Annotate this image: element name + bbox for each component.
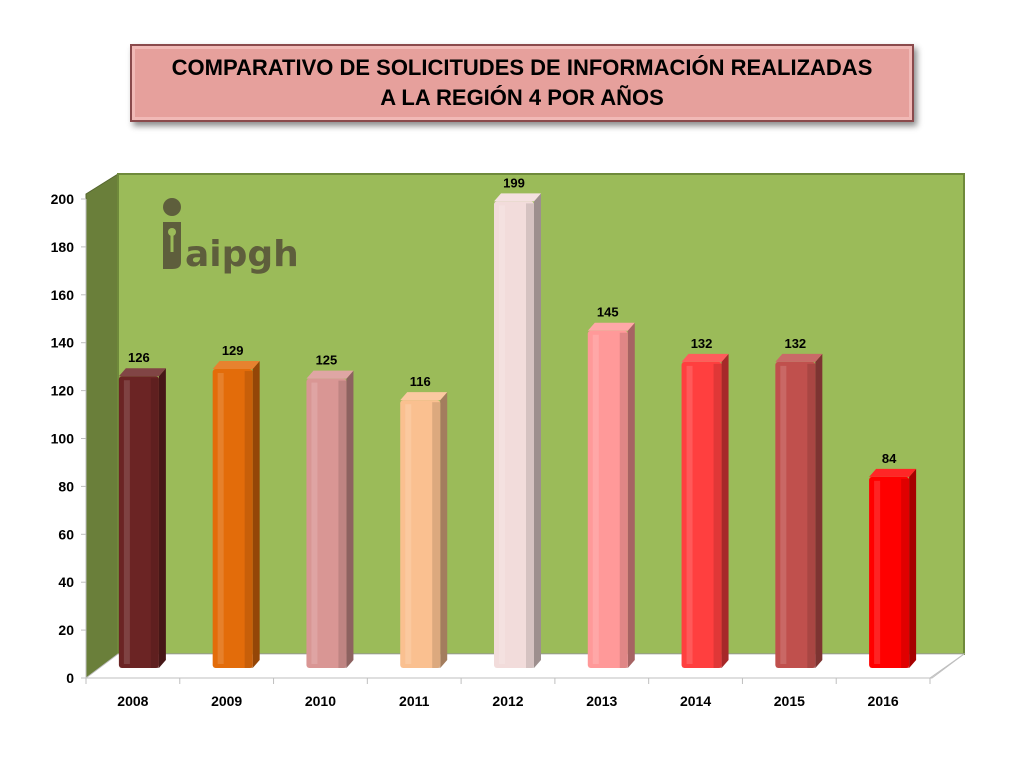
x-tick-label-2011: 2011 (399, 693, 430, 709)
bar-highlight (123, 380, 130, 664)
side-wall (85, 173, 119, 679)
y-tick-label: 40 (58, 574, 74, 590)
bar-highlight (874, 480, 881, 664)
bar-side (721, 353, 729, 668)
y-tick-label: 20 (58, 622, 74, 638)
chart-title-line-1: COMPARATIVO DE SOLICITUDES DE INFORMACIÓ… (171, 55, 873, 80)
bar-side (346, 370, 354, 668)
bar-top (400, 392, 448, 401)
x-tick-label-2009: 2009 (211, 693, 242, 709)
data-label-2010: 125 (316, 353, 338, 368)
bar-top (212, 361, 260, 370)
bar-side (815, 353, 823, 668)
logo-text: aipgh (185, 234, 299, 275)
x-tick-label-2016: 2016 (868, 693, 899, 709)
y-tick-label: 60 (58, 526, 74, 542)
y-tick-label: 160 (51, 287, 75, 303)
chart-title-box: COMPARATIVO DE SOLICITUDES DE INFORMACIÓ… (130, 44, 914, 122)
bar-top (587, 322, 635, 331)
x-axis-depth-line (929, 653, 965, 679)
bar-side (252, 361, 260, 668)
bar-shade (713, 363, 722, 668)
x-tick-label-2010: 2010 (305, 693, 336, 709)
bar-2016 (869, 468, 917, 668)
bar-2009 (212, 361, 260, 668)
bar-side (440, 392, 448, 668)
bar-2008 (118, 368, 166, 668)
x-tick-label-2014: 2014 (680, 693, 711, 709)
data-label-2009: 129 (222, 343, 244, 358)
bar-shade (338, 380, 347, 668)
bar-side (158, 368, 166, 668)
bar-highlight (686, 365, 693, 664)
x-tick-label-2015: 2015 (774, 693, 805, 709)
bar-top (869, 468, 917, 477)
bar-2014 (681, 353, 729, 668)
bar-shade (619, 332, 628, 668)
bar-highlight (592, 334, 599, 664)
bar-top (681, 353, 729, 362)
bar-shade (807, 363, 816, 668)
y-tick-label: 0 (66, 670, 74, 686)
bar-shade (901, 478, 910, 668)
bar-highlight (311, 382, 318, 664)
data-label-2016: 84 (882, 451, 897, 466)
y-tick-label: 200 (51, 191, 75, 207)
bar-2011 (400, 392, 448, 668)
bar-side (627, 322, 635, 668)
iaipgh-logo: aipgh (163, 198, 299, 275)
bar-side (909, 468, 917, 668)
bar-highlight (217, 373, 224, 664)
y-tick-label: 140 (51, 335, 75, 351)
bar-highlight (499, 205, 505, 664)
bar-shade (244, 371, 253, 668)
bar-top (775, 353, 823, 362)
bar-shade (150, 378, 159, 668)
bar-shade (526, 203, 534, 668)
bar-2012 (494, 193, 541, 668)
bar-top (118, 368, 166, 377)
y-tick-label: 80 (58, 478, 74, 494)
bar-top (306, 370, 354, 379)
y-tick-label: 180 (51, 239, 75, 255)
y-tick-label: 120 (51, 383, 75, 399)
bar-2010 (306, 370, 354, 668)
bar-2013 (587, 322, 635, 668)
x-tick-label-2012: 2012 (492, 693, 523, 709)
data-label-2008: 126 (128, 350, 150, 365)
bar-2015 (775, 353, 823, 668)
data-label-2011: 116 (410, 374, 431, 389)
data-label-2013: 145 (597, 305, 619, 320)
data-label-2015: 132 (784, 336, 806, 351)
x-tick-label-2013: 2013 (586, 693, 617, 709)
bar-highlight (405, 404, 412, 664)
bar-highlight (780, 365, 787, 664)
bar-top (494, 193, 541, 202)
x-tick-label-2008: 2008 (117, 693, 148, 709)
data-label-2012: 199 (503, 175, 525, 190)
chart-title-line-2: A LA REGIÓN 4 POR AÑOS (380, 85, 664, 110)
data-label-2014: 132 (691, 336, 713, 351)
y-tick-label: 100 (51, 431, 75, 447)
bar-side (534, 193, 541, 668)
bar-shade (432, 402, 441, 668)
